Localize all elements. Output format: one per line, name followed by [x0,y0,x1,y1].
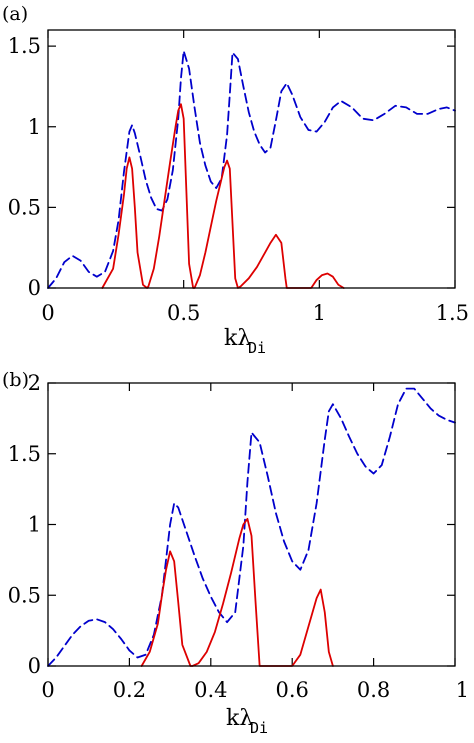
panel-a-xlabel-main: kλ [224,326,251,351]
panel-b-xtick-label: 0.4 [194,678,227,702]
panel-b-ytick-label: 1.5 [8,442,41,466]
panel-b-xlabel-main: kλ [226,706,253,731]
panel-b-ytick-label: 1 [28,513,41,537]
panel-b-xlabel: kλ Di [226,706,268,737]
panel-a-xlabel: kλ Di [224,326,266,357]
panel-b-plot-frame [47,382,456,667]
panel-b-xtick-label: 0.2 [113,678,146,702]
panel-b-ytick-label: 0 [28,654,41,678]
panel-a-label: (a) [2,3,28,25]
panel-b-xtick-label: 0.8 [357,678,390,702]
panel-b-xlabel-subscript: Di [250,719,268,737]
panel-b-xtick-label: 0.6 [275,678,308,702]
panel-a-xtick-label: 1.5 [436,301,469,325]
panel-b-ytick-label: 2 [28,371,41,395]
panel-b: (b) 0 0.5 1 1.5 2 0 0.2 0.4 0.6 0.8 1 kλ Di [2,369,469,737]
panel-b-solid-red-series [140,517,334,667]
panel-a: (a) 0 0.5 1 1.5 0 0.5 1 1.5 kλ Di [2,3,469,357]
panel-a-ytick-label: 1 [28,115,41,139]
panel-b-label: (b) [2,369,29,391]
panel-a-plot-frame [47,29,456,289]
panel-a-ytick-label: 1.5 [8,34,41,58]
panel-b-dashed-blue-series [47,387,456,667]
panel-a-ytick-label: 0 [28,276,41,300]
panel-b-xtick-label: 1 [456,678,469,702]
panel-b-xtick-label: 0 [41,678,54,702]
panel-a-xtick-label: 0.5 [167,301,200,325]
panel-a-xtick-label: 0 [41,301,54,325]
panel-a-xlabel-subscript: Di [248,339,266,357]
panel-a-xtick-label: 1 [313,301,326,325]
panel-a-dashed-blue-series [47,50,456,289]
panel-a-ytick-label: 0.5 [8,195,41,219]
panel-a-solid-red-series [101,103,345,289]
panel-b-ytick-label: 0.5 [8,583,41,607]
